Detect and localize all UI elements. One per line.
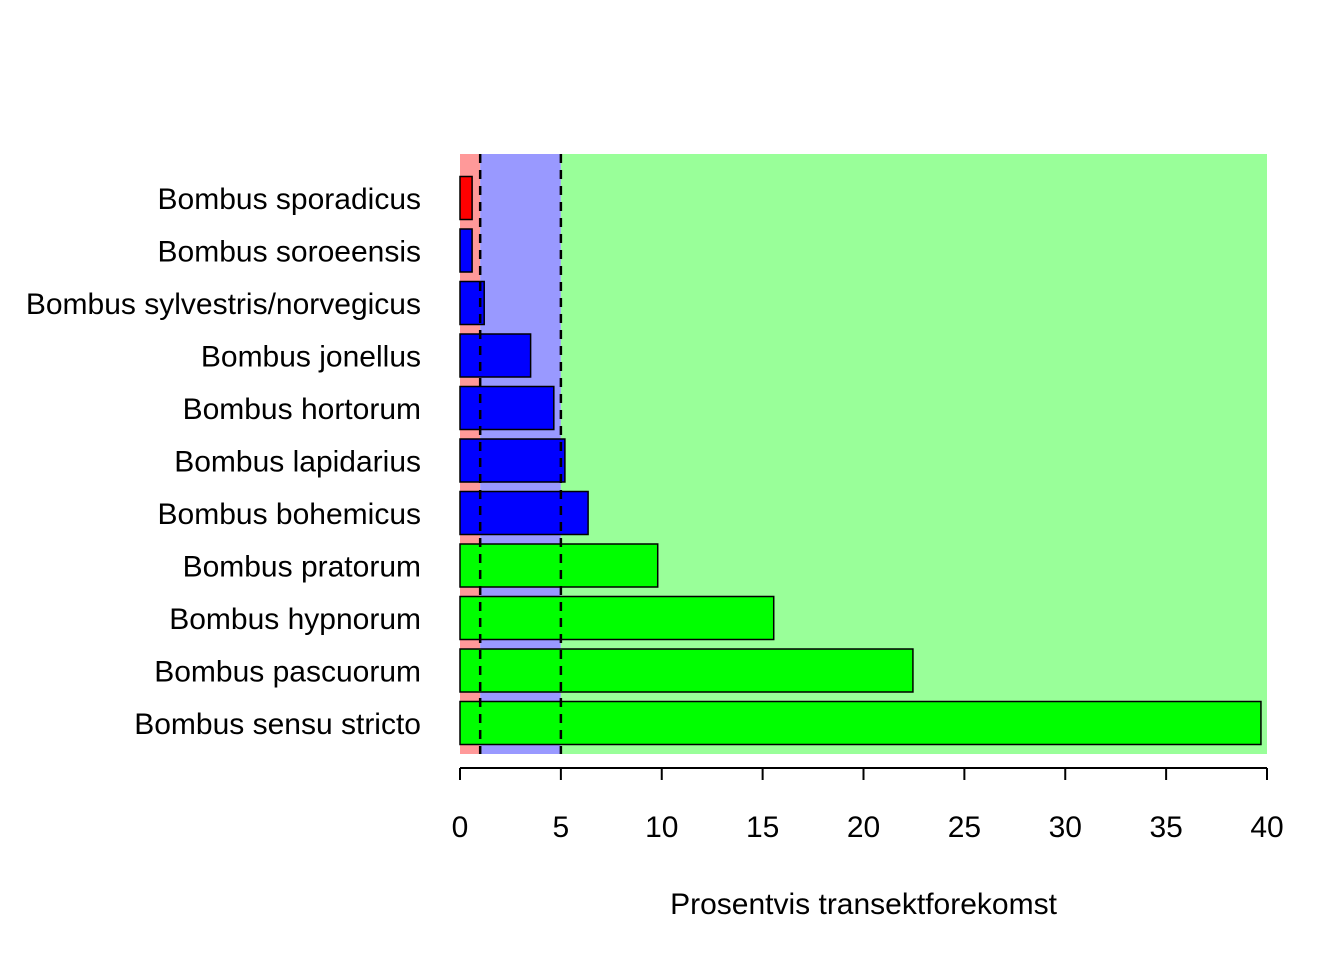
x-tick-label: 25 <box>948 811 981 844</box>
x-axis-title: Prosentvis transektforekomst <box>670 888 1057 921</box>
x-tick-label: 40 <box>1250 811 1283 844</box>
bar <box>459 228 473 273</box>
bar <box>459 333 532 378</box>
category-label: Bombus pascuorum <box>154 656 421 689</box>
x-axis: 0 5 10 15 20 25 30 35 40 <box>452 767 1284 844</box>
bar <box>459 543 659 588</box>
x-tick-label: 35 <box>1149 811 1182 844</box>
bar <box>459 700 1262 746</box>
bar <box>459 438 566 483</box>
x-tick-label: 15 <box>746 811 779 844</box>
category-label: Bombus jonellus <box>201 341 421 374</box>
x-tick-label: 10 <box>645 811 678 844</box>
x-tick-label: 0 <box>452 811 469 844</box>
category-label: Bombus hortorum <box>183 393 421 426</box>
bar <box>459 175 473 221</box>
category-label: Bombus pratorum <box>183 551 421 584</box>
x-tick-label: 20 <box>847 811 880 844</box>
category-label: Bombus lapidarius <box>174 446 421 479</box>
bar <box>459 648 914 693</box>
category-label: Bombus sporadicus <box>158 183 421 216</box>
category-label: Bombus hypnorum <box>169 603 421 636</box>
category-labels: Bombus sporadicus Bombus soroeensis Bombus… <box>26 183 421 741</box>
x-tick-label: 5 <box>553 811 570 844</box>
category-label: Bombus bohemicus <box>158 498 421 531</box>
reference-lines <box>478 154 563 754</box>
x-tick-label: 30 <box>1049 811 1082 844</box>
category-label: Bombus sylvestris/norvegicus <box>26 288 421 321</box>
bar <box>459 595 775 641</box>
category-label: Bombus sensu stricto <box>134 708 421 741</box>
bars <box>459 175 1262 746</box>
bar <box>459 385 555 431</box>
category-label: Bombus soroeensis <box>158 236 421 269</box>
